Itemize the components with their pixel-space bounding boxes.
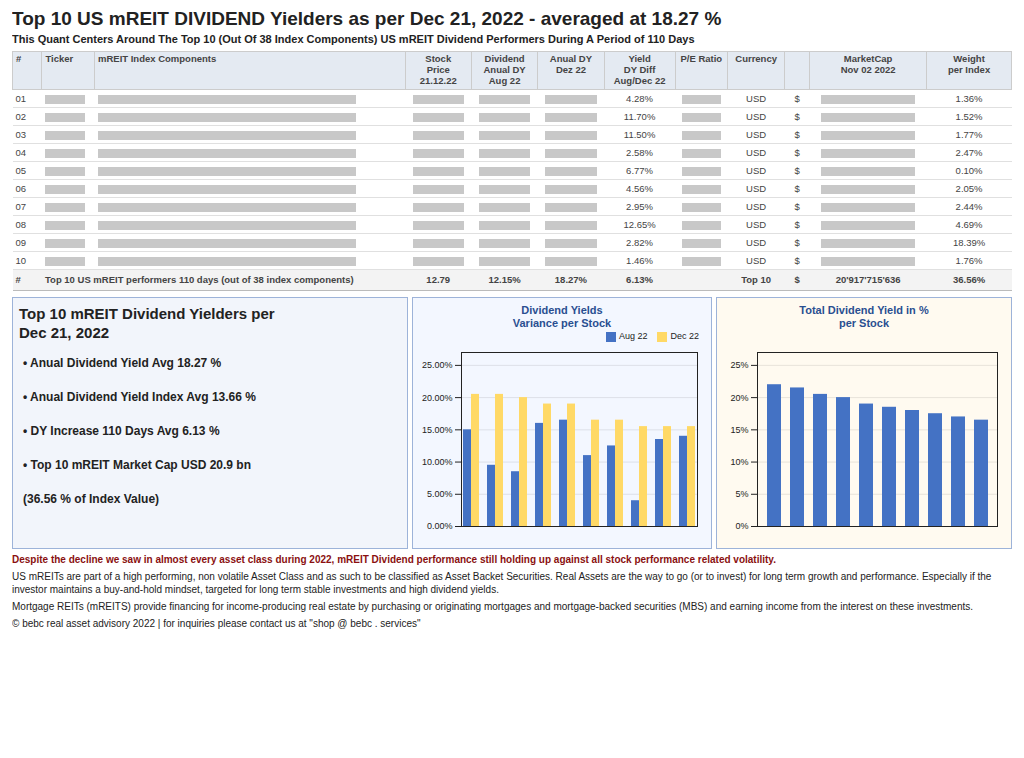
svg-text:10.00%: 10.00%	[422, 457, 453, 467]
html-text:03: 03	[15, 128, 27, 140]
html-text:P/E Ratio: P/E Ratio	[680, 53, 723, 64]
html-text:USD: USD	[746, 200, 767, 212]
html-text:Nov 02 2022: Nov 02 2022	[840, 63, 896, 75]
html-text:Dez 22: Dez 22	[555, 63, 586, 75]
html-text:2.05%: 2.05%	[955, 182, 983, 194]
html-text:• Anual Dividend Yield Avg 18.: • Anual Dividend Yield Avg 18.27 %	[23, 355, 222, 370]
html-text:This Quant Centers Around The: This Quant Centers Around The Top 10 (Ou…	[12, 33, 695, 45]
html-text:12.79: 12.79	[426, 274, 451, 286]
html-text:6.13%: 6.13%	[626, 274, 653, 286]
html-text:Top 10 US mREIT performers 110: Top 10 US mREIT performers 110 days (out…	[45, 274, 354, 286]
html-text:21.12.22: 21.12.22	[419, 74, 457, 86]
html-text:1.77%: 1.77%	[955, 128, 983, 140]
html-text:2.82%: 2.82%	[626, 236, 653, 248]
html-text:06: 06	[15, 182, 27, 194]
html-text:Top 10: Top 10	[741, 274, 772, 286]
html-text:36.56%: 36.56%	[952, 274, 986, 286]
svg-text:5.00%: 5.00%	[427, 489, 453, 499]
html-text:02: 02	[15, 110, 27, 122]
html-text:USD: USD	[746, 182, 767, 194]
html-text:0.10%: 0.10%	[955, 164, 983, 176]
html-text:Mortgage REITs (mREITS) provid: Mortgage REITs (mREITS) provide financin…	[12, 600, 973, 612]
html-text:2.95%: 2.95%	[626, 200, 653, 212]
html-text:Currency: Currency	[735, 53, 777, 64]
html-text:USD: USD	[746, 236, 767, 248]
html-text:Ticker: Ticker	[45, 53, 74, 64]
html-text:USD: USD	[746, 254, 767, 266]
html-text:10: 10	[15, 254, 27, 266]
html-text:4.28%: 4.28%	[626, 92, 653, 104]
html-text:04: 04	[15, 146, 27, 158]
html-text:MarketCap: MarketCap	[843, 53, 893, 64]
html-text:Anual DY: Anual DY	[549, 53, 592, 64]
html-text:07: 07	[15, 200, 27, 212]
html-text:• Top 10 mREIT Market Cap USD: • Top 10 mREIT Market Cap USD 20.9 bn	[23, 457, 251, 472]
html-text:USD: USD	[746, 110, 767, 122]
html-text:Stock: Stock	[425, 53, 452, 64]
html-text:01: 01	[15, 92, 27, 104]
html-text:USD: USD	[746, 92, 767, 104]
html-text:4.56%: 4.56%	[626, 182, 653, 194]
html-text:Weight: Weight	[953, 53, 985, 64]
html-text:Despite the decline we saw in: Despite the decline we saw in almost eve…	[12, 553, 776, 565]
html-text:Dividend Yields Variance per S: Dividend Yields Variance per Stock	[512, 303, 612, 329]
svg-text:20.00%: 20.00%	[422, 392, 453, 402]
html-text:DY Diff: DY Diff	[623, 63, 656, 75]
html-text:09: 09	[15, 236, 27, 248]
html-text:18.39%: 18.39%	[952, 236, 986, 248]
html-text:USD: USD	[746, 164, 767, 176]
html-text:per Index: per Index	[947, 63, 991, 75]
html-text:(36.56 % of Index Value): (36.56 % of Index Value)	[23, 491, 160, 506]
html-text:1.46%: 1.46%	[626, 254, 653, 266]
html-text:4.69%: 4.69%	[955, 218, 983, 230]
html-text:08: 08	[15, 218, 27, 230]
html-text:USD: USD	[746, 128, 767, 140]
html-text:2.58%: 2.58%	[626, 146, 653, 158]
html-text:• DY Increase 110 Days Avg 6.1: • DY Increase 110 Days Avg 6.13 %	[23, 423, 220, 438]
html-text:Price: Price	[426, 63, 450, 75]
html-text:12.65%: 12.65%	[623, 218, 656, 230]
html-text:Top 10 mREIT Dividend Yielders: Top 10 mREIT Dividend Yielders per Dec 2…	[19, 304, 275, 341]
html-text:© bebc real asset advisory 202: © bebc real asset advisory 2022 | for in…	[12, 617, 421, 629]
html-text:Anual DY: Anual DY	[483, 63, 526, 75]
svg-text:10%: 10%	[730, 457, 748, 467]
html-text:20'917'715'636: 20'917'715'636	[835, 274, 901, 286]
svg-text:0.00%: 0.00%	[427, 521, 453, 531]
html-text:Aug/Dec 22: Aug/Dec 22	[613, 74, 666, 86]
svg-text:0%: 0%	[735, 521, 748, 531]
html-text:Yield: Yield	[628, 53, 651, 64]
html-text:2.47%: 2.47%	[955, 146, 983, 158]
html-text:18.27%: 18.27%	[554, 274, 587, 286]
html-text:Top 10 US mREIT DIVIDEND Yield: Top 10 US mREIT DIVIDEND Yielders as per…	[12, 8, 722, 29]
html-text:1.76%: 1.76%	[955, 254, 983, 266]
html-text:Dividend: Dividend	[484, 53, 525, 64]
html-text:USD: USD	[746, 146, 767, 158]
svg-text:25.00%: 25.00%	[422, 360, 453, 370]
html-text:Aug 22: Aug 22	[618, 331, 648, 342]
svg-text:20%: 20%	[730, 392, 748, 402]
html-text:2.44%: 2.44%	[955, 200, 983, 212]
svg-text:15.00%: 15.00%	[422, 424, 453, 434]
svg-text:5%: 5%	[735, 489, 748, 499]
html-text:11.70%: 11.70%	[623, 110, 656, 122]
html-text:05: 05	[15, 164, 27, 176]
html-text:11.50%: 11.50%	[623, 128, 656, 140]
html-text:6.77%: 6.77%	[626, 164, 653, 176]
html-text:US mREITs are part of a high p: US mREITs are part of a high performing,…	[12, 570, 992, 595]
html-text:Total Dividend Yield in % per: Total Dividend Yield in % per Stock	[799, 303, 929, 329]
html-text:1.52%: 1.52%	[955, 110, 983, 122]
html-text:• Anual Dividend Yield Index A: • Anual Dividend Yield Index Avg 13.66 %	[23, 389, 256, 404]
html-text:Dec 22: Dec 22	[670, 331, 699, 342]
svg-text:25%: 25%	[730, 360, 748, 370]
svg-text:15%: 15%	[730, 424, 748, 434]
html-text:mREIT Index Components: mREIT Index Components	[98, 53, 217, 64]
html-text:1.36%: 1.36%	[955, 92, 983, 104]
html-text:USD: USD	[746, 218, 767, 230]
html-text:12.15%: 12.15%	[488, 274, 521, 286]
html-text:Aug 22: Aug 22	[488, 74, 521, 86]
